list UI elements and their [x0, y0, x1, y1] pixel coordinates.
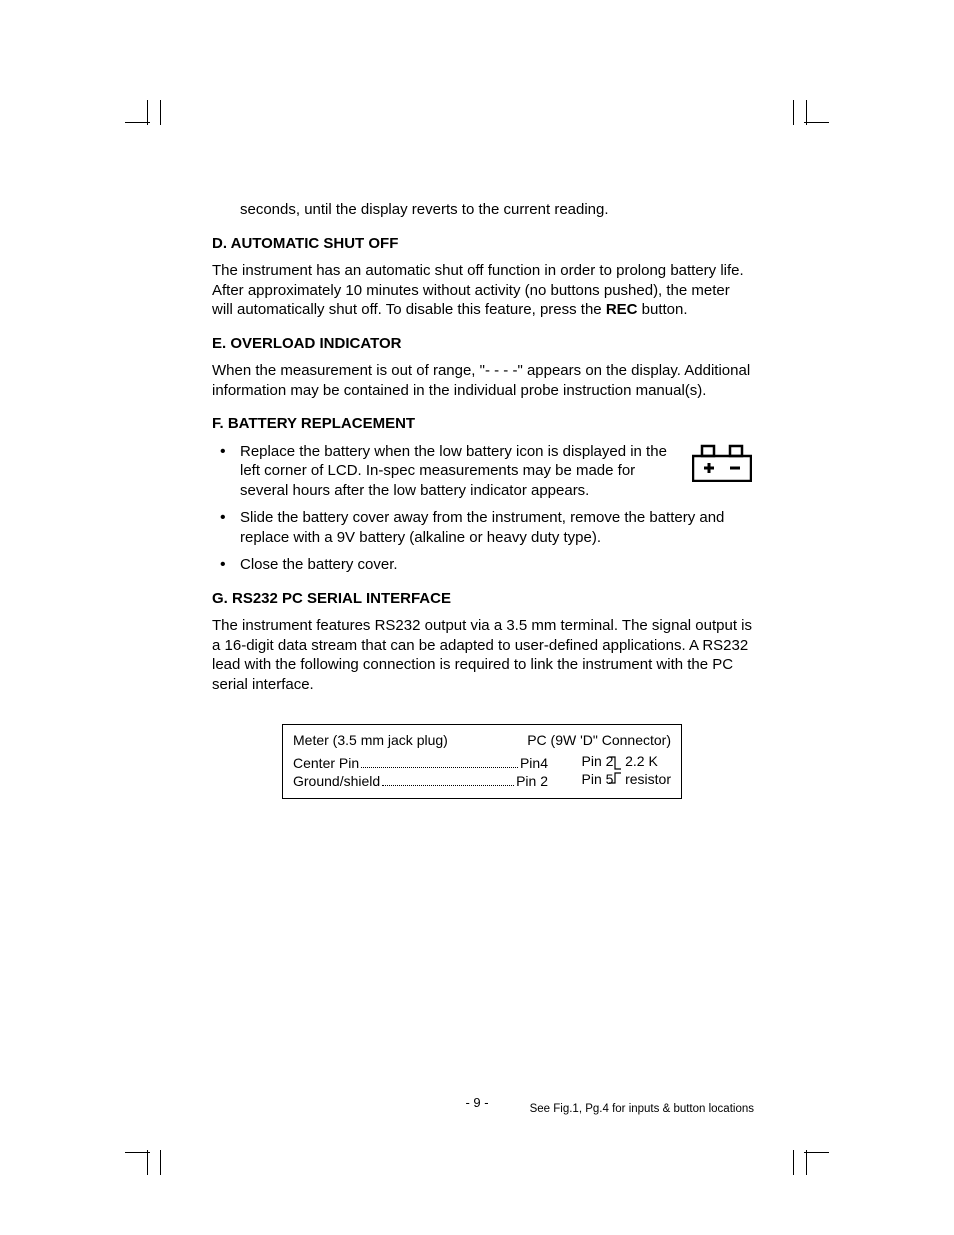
continuation-line: seconds, until the display reverts to th…: [240, 200, 752, 220]
bullet-text: Slide the battery cover away from the in…: [240, 509, 724, 546]
bullet-item: Close the battery cover.: [212, 555, 752, 575]
heading-f: F. BATTERY REPLACEMENT: [212, 414, 752, 434]
section-d-post: button.: [638, 301, 688, 318]
footer-note: See Fig.1, Pg.4 for inputs & button loca…: [530, 1103, 754, 1115]
pinout-row-pin: Pin4: [520, 755, 548, 773]
pinout-row-left: Ground/shield: [293, 773, 380, 791]
heading-d: D. AUTOMATIC SHUT OFF: [212, 234, 752, 254]
page-content: seconds, until the display reverts to th…: [212, 200, 752, 799]
battery-bullets: Replace the battery when the low battery…: [212, 442, 752, 575]
resistor-label: resistor: [625, 771, 671, 787]
pinout-left-header: Meter (3.5 mm jack plug): [293, 731, 448, 749]
crop-mark-br: [789, 1135, 829, 1175]
section-g-body: The instrument features RS232 output via…: [212, 616, 752, 694]
section-d-body: The instrument has an automatic shut off…: [212, 261, 752, 320]
bullet-text: Replace the battery when the low battery…: [240, 443, 667, 499]
leader-dots: [361, 757, 518, 768]
crop-mark-tr: [789, 100, 829, 140]
pin2-label: Pin 2: [582, 753, 614, 769]
heading-e: E. OVERLOAD INDICATOR: [212, 334, 752, 354]
section-e-body: When the measurement is out of range, "-…: [212, 361, 752, 400]
crop-mark-bl: [125, 1135, 165, 1175]
leader-dots: [382, 775, 514, 786]
bullet-item: Slide the battery cover away from the in…: [212, 508, 752, 547]
rec-label: REC: [606, 301, 638, 318]
pinout-right-header: PC (9W 'D" Connector): [527, 731, 671, 749]
crop-mark-tl: [125, 100, 165, 140]
pinout-table: Meter (3.5 mm jack plug) PC (9W 'D" Conn…: [282, 724, 682, 799]
resistor-value: 2.2 K: [625, 753, 658, 769]
pinout-row-left: Center Pin: [293, 755, 359, 773]
pin5-label: Pin 5: [582, 771, 614, 787]
battery-icon: [692, 444, 752, 482]
bullet-text: Close the battery cover.: [240, 556, 398, 573]
pinout-row-pin: Pin 2: [516, 773, 548, 791]
heading-g: G. RS232 PC SERIAL INTERFACE: [212, 589, 752, 609]
bullet-item: Replace the battery when the low battery…: [212, 442, 752, 501]
pinout-right-column: Pin 2 2.2 K Pin 5 resistor: [582, 753, 672, 788]
page-number: - 9 -: [465, 1095, 488, 1110]
